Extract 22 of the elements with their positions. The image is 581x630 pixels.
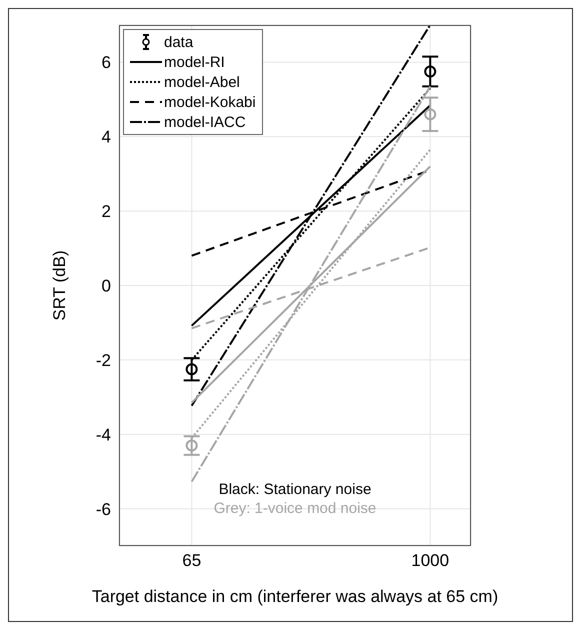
y-tick-label: 0: [102, 276, 111, 296]
y-tick-label: 2: [102, 202, 111, 222]
annotation: Grey: 1-voice mod noise: [212, 499, 378, 518]
x-axis-title: Target distance in cm (interferer was always at 65 cm): [92, 587, 498, 606]
legend-label: model-IACC: [164, 114, 246, 130]
y-tick-label: -2: [96, 350, 111, 370]
x-tick-label: 1000: [411, 551, 450, 570]
point: [186, 440, 198, 452]
annotation: Black: Stationary noise: [218, 480, 372, 499]
legend-label: model-Abel: [164, 74, 240, 90]
y-tick-label: 4: [102, 128, 111, 147]
y-tick-label: 6: [102, 53, 111, 72]
x-tick-label: 65: [182, 551, 202, 570]
legend-label: model-RI: [164, 54, 225, 70]
point: [424, 108, 436, 120]
y-axis-title: SRT (dB): [50, 250, 70, 321]
y-tick-label: -6: [96, 500, 111, 519]
legend-label: data: [164, 34, 194, 50]
point: [186, 363, 198, 376]
point: [424, 66, 436, 78]
legend-label: model-Kokabi: [164, 94, 256, 110]
y-tick-label: -4: [96, 425, 111, 444]
